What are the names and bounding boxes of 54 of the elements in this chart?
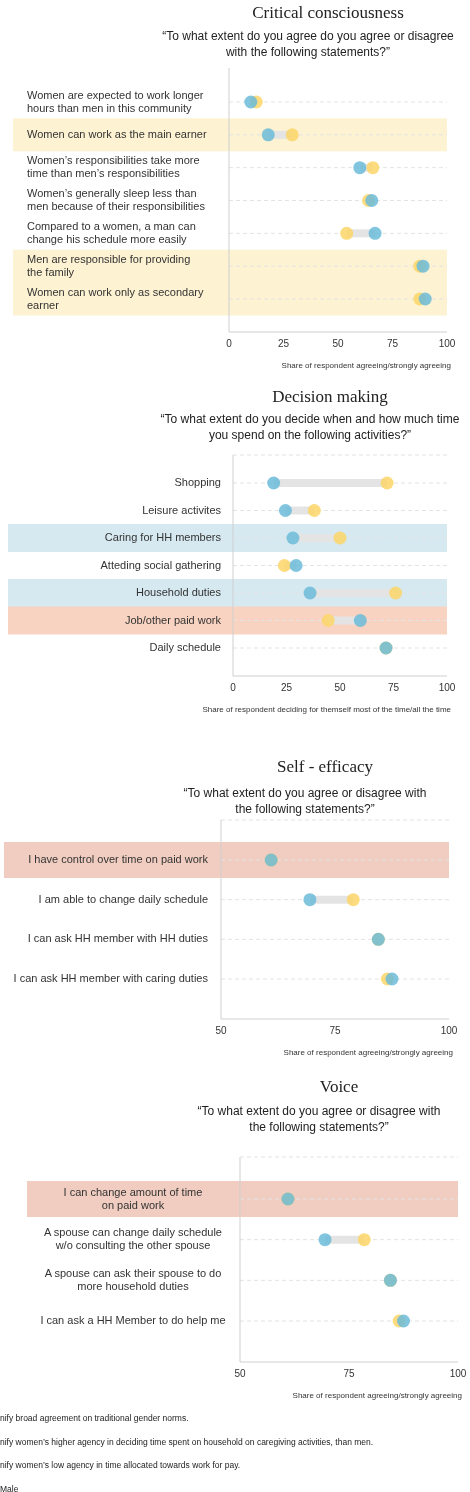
x-tick-label: 75 bbox=[329, 1025, 341, 1036]
y-tick-label: Caring for HH members bbox=[104, 530, 222, 543]
y-tick-label: I can change amount of time on paid work bbox=[63, 1185, 203, 1211]
y-tick-label: A spouse can ask their spouse to do more household duties bbox=[44, 1266, 222, 1292]
x-tick-label: 100 bbox=[440, 1025, 458, 1036]
chart-title: Self - efficacy bbox=[277, 757, 374, 776]
y-tick-label: Job/other paid work bbox=[125, 613, 222, 626]
y-tick-label: I can ask HH member with HH duties bbox=[27, 932, 209, 945]
y-tick-label: Compared to a women, a man can change his schedule more easily bbox=[27, 219, 196, 245]
chart-title: Decision making bbox=[272, 387, 389, 406]
y-tick-label: I have control over time on paid work bbox=[28, 852, 209, 865]
y-tick-label: Atteding social gathering bbox=[100, 558, 221, 571]
y-tick-label: Women’s responsibilities take more time than men’s responsibilities bbox=[27, 154, 200, 180]
y-tick-label: I am able to change daily schedule bbox=[38, 892, 208, 905]
chart-title: Critical consciousness bbox=[252, 3, 404, 22]
y-tick-label: Women are expected to work longer hours than men in this community bbox=[27, 88, 204, 114]
x-tick-label: 25 bbox=[280, 682, 293, 693]
chart-title: Voice bbox=[319, 1077, 359, 1096]
y-tick-label: Women can work as the main earner bbox=[27, 127, 207, 140]
x-axis-title: Share of respondent deciding for themself most of the time/all the time bbox=[202, 705, 452, 714]
y-tick-label: Leisure activites bbox=[142, 503, 222, 516]
chart-subtitle: “To what extent do you agree do you agree or disagree with the following statements?” bbox=[162, 29, 455, 59]
x-tick-label: 100 bbox=[438, 682, 456, 693]
text: nify women’s low agency in time allocated towards work for pay. bbox=[0, 1460, 241, 1470]
x-tick-label: 75 bbox=[386, 338, 399, 349]
x-tick-label: 50 bbox=[215, 1025, 227, 1036]
y-tick-label: I can ask a HH Member to do help me bbox=[40, 1313, 226, 1326]
y-tick-label: Men are responsible for providing the family bbox=[27, 252, 191, 278]
x-tick-label: 50 bbox=[334, 682, 346, 693]
x-tick-label: 50 bbox=[332, 338, 344, 349]
y-tick-label: A spouse can change daily schedule w/o consulting the other spouse bbox=[44, 1226, 222, 1252]
x-tick-label: 100 bbox=[438, 338, 456, 349]
x-tick-label: 50 bbox=[234, 1368, 246, 1379]
x-tick-label: 100 bbox=[449, 1368, 467, 1379]
y-tick-label: I can ask HH member with caring duties bbox=[13, 971, 209, 984]
y-tick-label: Shopping bbox=[174, 475, 221, 488]
x-tick-label: 25 bbox=[277, 338, 290, 349]
x-axis-title: Share of respondent agreeing/strongly agreeing bbox=[283, 1048, 453, 1057]
x-tick-label: 0 bbox=[230, 682, 237, 693]
chart-subtitle: “To what extent do you agree or disagree with the following statements?” bbox=[183, 786, 427, 816]
x-tick-label: 75 bbox=[387, 682, 400, 693]
chart-subtitle: “To what extent do you agree or disagree with the following statements?” bbox=[197, 1104, 441, 1134]
x-tick-label: 75 bbox=[343, 1368, 355, 1379]
y-tick-label: Household duties bbox=[135, 585, 222, 598]
text: nify women’s higher agency in deciding time spent on household on caregiving activities, than men. bbox=[0, 1436, 374, 1447]
y-tick-label: Women can work only as secondary earner bbox=[27, 285, 204, 311]
x-axis-title: Share of respondent agreeing/strongly agreeing bbox=[292, 1391, 462, 1400]
text: Male bbox=[0, 1483, 19, 1492]
x-axis-title: Share of respondent agreeing/strongly agreeing bbox=[281, 361, 451, 370]
chart-subtitle: “To what extent do you decide when and how much time you spend on the following activities?” bbox=[160, 412, 460, 442]
x-tick-label: 0 bbox=[226, 338, 233, 349]
y-tick-label: Daily schedule bbox=[149, 640, 221, 653]
text: nify broad agreement on traditional gender norms. bbox=[0, 1413, 189, 1423]
y-tick-label: Women’s generally sleep less than men because of their responsibilities bbox=[27, 186, 206, 212]
